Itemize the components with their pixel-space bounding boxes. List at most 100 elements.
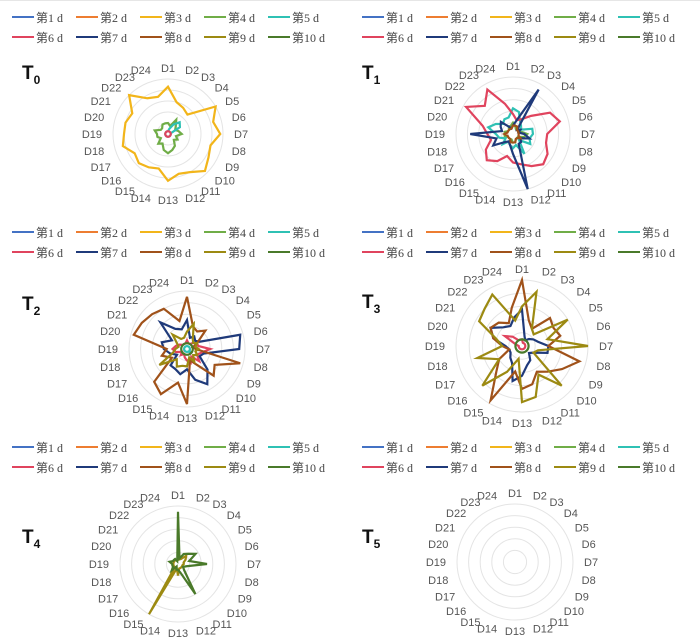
axis-label: D11 [550,617,569,629]
legend-item[interactable]: 第10 d [268,244,332,261]
axis-label: D13 [168,628,188,640]
legend-item[interactable]: 第1 d [362,9,426,26]
legend-item[interactable]: 第5 d [618,9,682,26]
legend-item[interactable]: 第4 d [204,224,268,241]
axis-label: D10 [215,176,235,188]
legend-item[interactable]: 第9 d [554,244,618,261]
legend-item[interactable]: 第8 d [490,29,554,46]
legend-item[interactable]: 第4 d [204,439,268,456]
axis-label: D11 [213,619,232,631]
legend-item[interactable]: 第3 d [140,439,204,456]
legend-item[interactable]: 第6 d [12,244,76,261]
legend-item[interactable]: 第3 d [490,224,554,241]
legend-item[interactable]: 第8 d [140,244,204,261]
axis-label: D11 [547,188,566,200]
legend-item[interactable]: 第2 d [76,439,140,456]
legend-item[interactable]: 第5 d [618,439,682,456]
legend-item[interactable]: 第1 d [12,439,76,456]
axis-label: D15 [132,404,152,416]
axis-label: D18 [100,362,120,374]
legend-item[interactable]: 第3 d [140,9,204,26]
legend-label: 第2 d [100,225,128,240]
legend-item[interactable]: 第5 d [268,9,332,26]
chart-title-subscript: 4 [33,536,41,551]
legend-item[interactable]: 第4 d [554,9,618,26]
legend-row: 第6 d 第7 d 第8 d 第9 d 第10 d [12,27,347,47]
legend-item[interactable]: 第8 d [140,29,204,46]
legend-item[interactable]: 第1 d [12,224,76,241]
legend-item[interactable]: 第7 d [76,29,140,46]
chart-title-subscript: 2 [33,303,41,318]
legend-label: 第9 d [228,245,256,260]
legend-item[interactable]: 第9 d [554,29,618,46]
legend-item[interactable]: 第7 d [76,244,140,261]
legend-item[interactable]: 第4 d [554,439,618,456]
axis-label: D7 [256,344,270,356]
legend-item[interactable]: 第3 d [490,9,554,26]
grid-ring [489,110,537,158]
legend-item[interactable]: 第5 d [618,224,682,241]
legend-item[interactable]: 第8 d [140,459,204,476]
legend-item[interactable]: 第3 d [140,224,204,241]
legend-label: 第5 d [292,10,320,25]
legend-item[interactable]: 第10 d [268,29,332,46]
legend-item[interactable]: 第2 d [426,224,490,241]
legend-item[interactable]: 第9 d [204,244,268,261]
legend-item[interactable]: 第6 d [12,29,76,46]
legend-label: 第4 d [228,440,256,455]
legend-item[interactable]: 第7 d [426,29,490,46]
legend-item[interactable]: 第9 d [204,29,268,46]
axis-label: D14 [149,411,169,423]
legend-item[interactable]: 第2 d [426,9,490,26]
legend-item[interactable]: 第7 d [426,459,490,476]
legend-item[interactable]: 第6 d [362,244,426,261]
axis-label: D12 [531,195,551,207]
legend-item[interactable]: 第7 d [76,459,140,476]
legend-swatch [490,465,512,469]
legend-swatch [140,465,162,469]
series-line-5 [180,342,194,356]
legend-row: 第1 d 第2 d 第3 d 第4 d 第5 d [362,437,697,457]
legend-swatch [204,465,226,469]
legend-label: 第9 d [228,30,256,45]
legend-item[interactable]: 第6 d [362,29,426,46]
legend-item[interactable]: 第6 d [12,459,76,476]
legend-label: 第10 d [642,460,676,475]
legend-item[interactable]: 第10 d [618,459,682,476]
legend-item[interactable]: 第8 d [490,459,554,476]
axis-label: D3 [213,499,227,511]
legend-item[interactable]: 第2 d [76,224,140,241]
axis-label: D4 [236,295,250,307]
chart-title-main: T [22,527,34,548]
legend-item[interactable]: 第4 d [204,9,268,26]
legend-item[interactable]: 第8 d [490,244,554,261]
legend-item[interactable]: 第6 d [362,459,426,476]
legend-item[interactable]: 第10 d [618,29,682,46]
legend-swatch [12,15,34,19]
axis-label: D15 [463,408,483,420]
legend-item[interactable]: 第2 d [426,439,490,456]
legend-item[interactable]: 第1 d [362,439,426,456]
legend-item[interactable]: 第2 d [76,9,140,26]
legend-item[interactable]: 第10 d [618,244,682,261]
legend-swatch [554,35,576,39]
legend-item[interactable]: 第9 d [204,459,268,476]
legend-swatch [490,250,512,254]
legend-item[interactable]: 第9 d [554,459,618,476]
legend-item[interactable]: 第1 d [362,224,426,241]
legend-item[interactable]: 第4 d [554,224,618,241]
legend-item[interactable]: 第3 d [490,439,554,456]
axis-label: D6 [579,111,593,123]
axis-label: D1 [171,490,185,502]
legend-item[interactable]: 第5 d [268,439,332,456]
legend-item[interactable]: 第7 d [426,244,490,261]
grid-ring [123,89,213,179]
legend-label: 第5 d [642,225,670,240]
legend-item[interactable]: 第5 d [268,224,332,241]
legend-label: 第6 d [386,460,414,475]
legend-item[interactable]: 第10 d [268,459,332,476]
legend-label: 第9 d [228,460,256,475]
axis-label: D2 [531,63,545,75]
legend-item[interactable]: 第1 d [12,9,76,26]
